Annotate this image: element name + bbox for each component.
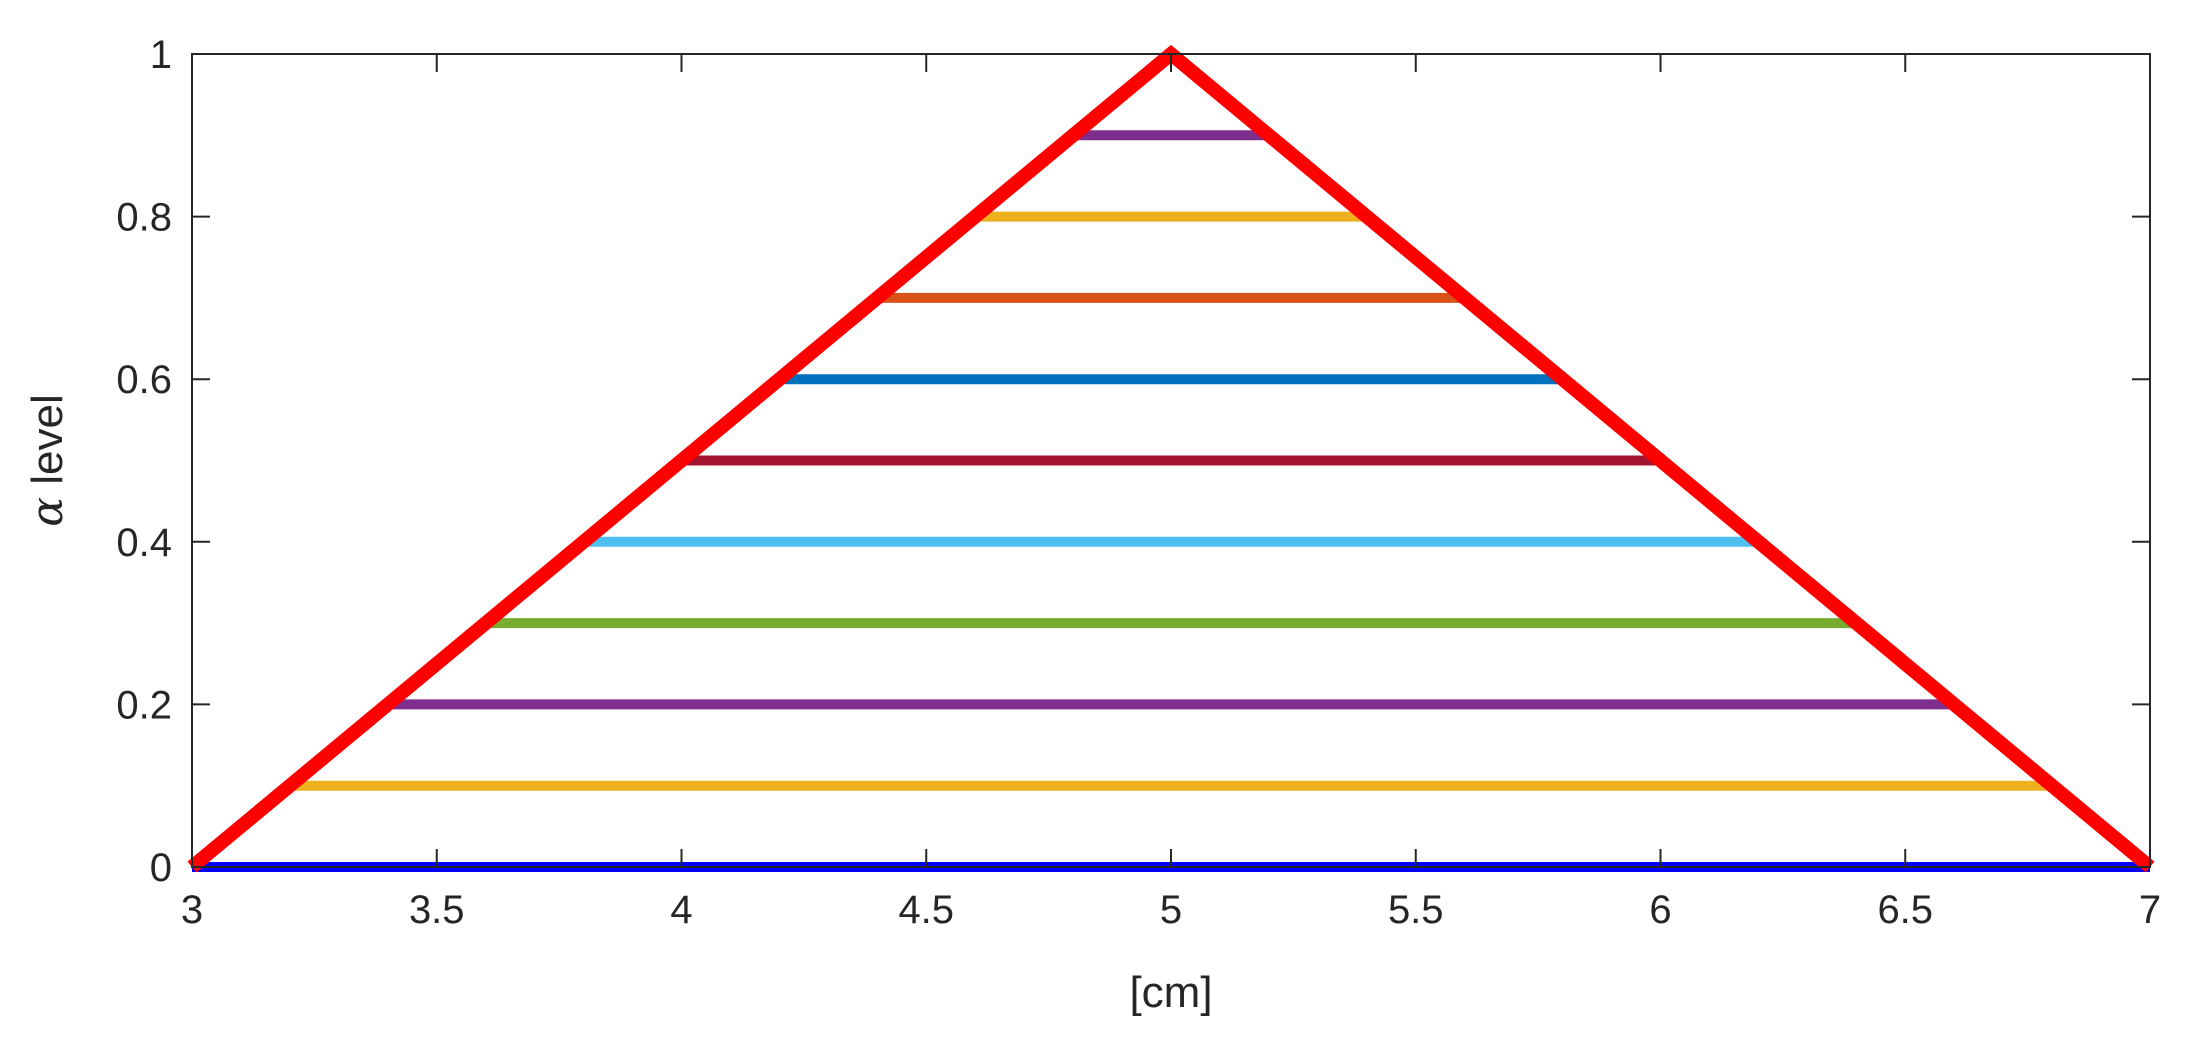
y-tick-label: 0.8 bbox=[116, 196, 172, 240]
y-axis-label-symbol: α bbox=[22, 497, 73, 527]
y-tick-label: 0 bbox=[150, 846, 172, 890]
x-axis-ticks: 3 3.5 4 4.5 5 5.5 6 6.5 7 bbox=[181, 54, 2161, 932]
x-axis-label: [cm] bbox=[1129, 968, 1212, 1017]
y-axis-ticks: 0 0.2 0.4 0.6 0.8 1 bbox=[116, 33, 2150, 890]
y-tick-label: 0.6 bbox=[116, 358, 172, 402]
y-tick-label: 0.2 bbox=[116, 683, 172, 727]
x-tick-label: 4 bbox=[670, 888, 692, 932]
y-tick-label: 1 bbox=[150, 33, 172, 77]
x-tick-label: 7 bbox=[2139, 888, 2161, 932]
x-tick-label: 5 bbox=[1160, 888, 1182, 932]
x-tick-label: 3 bbox=[181, 888, 203, 932]
y-axis-label-text: level bbox=[23, 394, 72, 497]
x-tick-label: 3.5 bbox=[409, 888, 465, 932]
x-tick-label: 4.5 bbox=[898, 888, 954, 932]
y-axis-label: α level bbox=[22, 394, 73, 526]
x-tick-label: 6.5 bbox=[1877, 888, 1933, 932]
y-tick-label: 0.4 bbox=[116, 521, 172, 565]
x-tick-label: 6 bbox=[1649, 888, 1671, 932]
x-tick-label: 5.5 bbox=[1388, 888, 1444, 932]
